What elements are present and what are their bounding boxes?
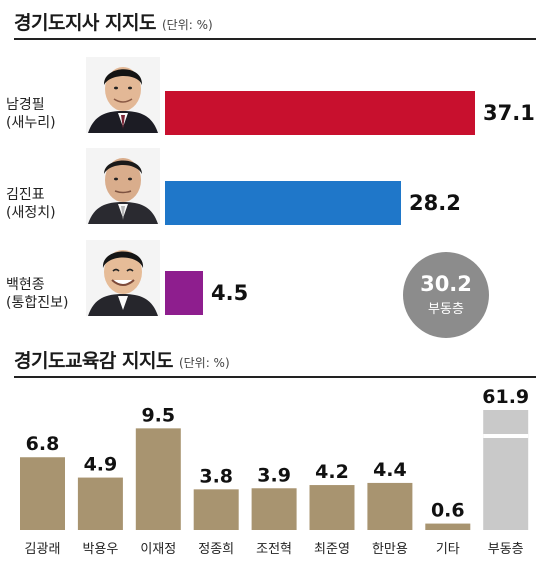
education-category-3: 이재정 — [140, 542, 176, 557]
governor-bar-1 — [165, 91, 475, 135]
education-bar-2 — [77, 477, 123, 530]
candidate-name-1: 남경필 — [6, 97, 45, 113]
education-category-2: 박용우 — [82, 542, 118, 557]
education-value-6: 4.2 — [315, 461, 349, 483]
governor-title-text: 경기도지사 지지도 — [14, 12, 156, 34]
axis-break-mark — [483, 434, 529, 438]
candidate-party-1: (새누리) — [6, 115, 56, 131]
candidate-photo-3 — [86, 240, 160, 316]
governor-bar-2 — [165, 181, 401, 225]
portrait-icon — [86, 57, 160, 133]
education-value-9: 61.9 — [482, 386, 529, 408]
candidate-label-3: 백현종 (통합진보) — [6, 276, 76, 312]
education-category-1: 김광래 — [25, 542, 61, 557]
governor-value-2: 28.2 — [409, 191, 461, 215]
education-bar-1 — [20, 457, 65, 530]
education-bar-8 — [425, 523, 471, 530]
education-value-4: 3.8 — [199, 465, 233, 487]
candidate-photo-1 — [86, 57, 160, 133]
governor-title: 경기도지사 지지도 (단위: %) — [14, 8, 213, 35]
candidate-party-3: (통합진보) — [6, 295, 69, 311]
education-category-7: 한만용 — [372, 542, 408, 557]
governor-unit: (단위: %) — [161, 18, 213, 32]
education-category-8: 기타 — [436, 542, 460, 557]
education-title-text: 경기도교육감 지지도 — [14, 350, 173, 372]
education-category-4: 정종희 — [198, 542, 234, 557]
education-unit: (단위: %) — [178, 356, 230, 370]
education-value-2: 4.9 — [84, 454, 118, 476]
education-bar-7 — [367, 482, 413, 530]
education-bar-4 — [193, 489, 239, 530]
education-title-rule — [14, 376, 536, 378]
education-category-5: 조전혁 — [256, 542, 292, 557]
education-value-3: 9.5 — [141, 404, 175, 426]
undecided-label: 부동층 — [428, 302, 464, 317]
education-bar-5 — [251, 488, 297, 530]
education-bar-6 — [309, 485, 355, 530]
education-bar-9 — [483, 410, 529, 530]
governor-bar-3 — [165, 271, 203, 315]
governor-value-3: 4.5 — [211, 281, 249, 305]
governor-value-1: 37.1 — [483, 101, 535, 125]
portrait-icon — [86, 148, 160, 224]
candidate-name-3: 백현종 — [6, 277, 45, 293]
education-category-6: 최준영 — [314, 542, 350, 557]
education-value-7: 4.4 — [373, 459, 407, 481]
undecided-value: 30.2 — [420, 272, 472, 296]
candidate-label-2: 김진표 (새정치) — [6, 186, 76, 222]
candidate-party-2: (새정치) — [6, 205, 56, 221]
education-value-5: 3.9 — [257, 464, 291, 486]
candidate-label-1: 남경필 (새누리) — [6, 96, 76, 132]
education-bar-3 — [135, 428, 181, 530]
candidate-photo-2 — [86, 148, 160, 224]
education-category-9: 부동층 — [488, 542, 524, 557]
candidate-name-2: 김진표 — [6, 187, 45, 203]
governor-title-rule — [14, 38, 536, 40]
education-value-1: 6.8 — [26, 433, 60, 455]
undecided-circle: 30.2 부동층 — [403, 252, 489, 338]
education-value-8: 0.6 — [431, 500, 465, 522]
portrait-icon — [86, 240, 160, 316]
education-title: 경기도교육감 지지도 (단위: %) — [14, 346, 230, 373]
